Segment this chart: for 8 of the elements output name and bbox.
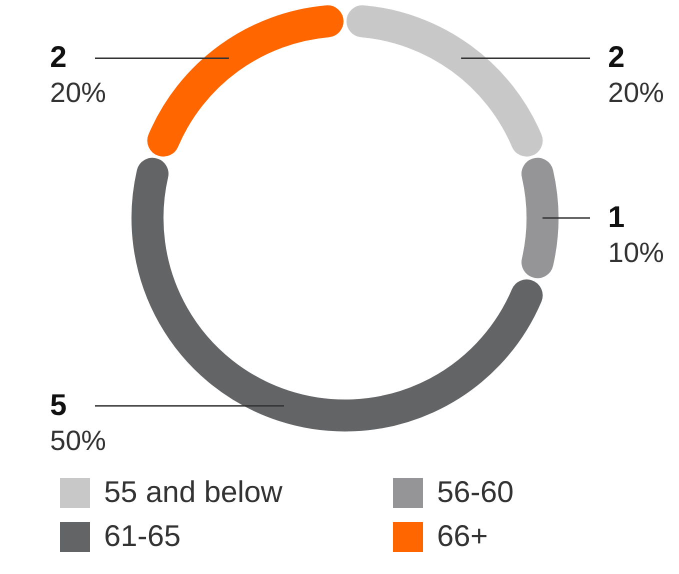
legend-label: 55 and below — [104, 476, 283, 509]
text: 2 20% — [608, 41, 664, 108]
legend-label: 66+ — [437, 520, 488, 553]
text: 5 50% — [50, 388, 106, 456]
text: 1 10% — [608, 201, 664, 268]
legend-label: 56-60 — [437, 476, 514, 509]
legend-label: 61-65 — [104, 520, 181, 553]
text: 2 20% — [50, 41, 106, 108]
